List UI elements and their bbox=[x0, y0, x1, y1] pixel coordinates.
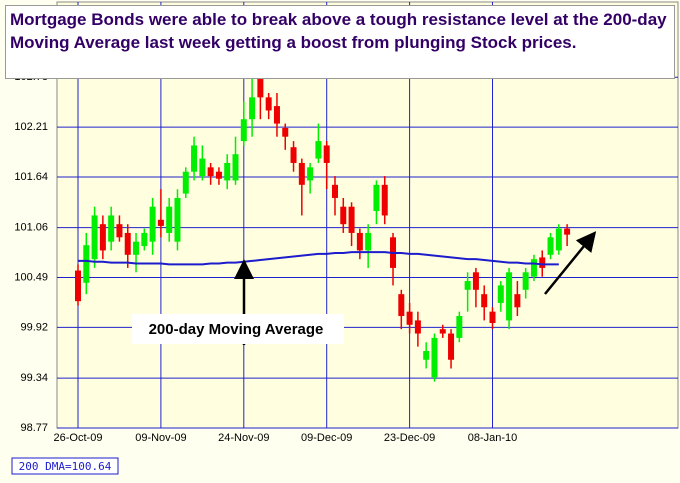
candle-body bbox=[365, 232, 372, 251]
candle-body bbox=[431, 337, 438, 378]
candle-body bbox=[331, 184, 338, 198]
candle-body bbox=[539, 257, 546, 268]
candle-body bbox=[464, 281, 471, 290]
candle-body bbox=[398, 294, 405, 317]
candle-body bbox=[506, 272, 513, 321]
candle-body bbox=[191, 145, 198, 172]
candle-body bbox=[530, 259, 537, 277]
candle-body bbox=[108, 215, 115, 242]
candle-body bbox=[522, 272, 529, 290]
candle-body bbox=[406, 311, 413, 325]
x-tick-label: 24-Nov-09 bbox=[218, 432, 269, 444]
candle-body bbox=[547, 237, 554, 255]
marks bbox=[75, 66, 571, 382]
candle-body bbox=[240, 119, 247, 142]
y-tick-label: 99.92 bbox=[20, 321, 48, 333]
candle-body bbox=[497, 285, 504, 303]
candle-body bbox=[124, 232, 131, 255]
candle-body bbox=[182, 171, 189, 194]
candle-body bbox=[75, 270, 81, 302]
candle-body bbox=[472, 272, 479, 290]
candle-body bbox=[174, 197, 181, 242]
candle-body bbox=[265, 97, 272, 111]
legend-entry: 200 DMA=100.64 bbox=[19, 460, 112, 473]
candle-body bbox=[116, 224, 123, 238]
candle-body bbox=[83, 245, 90, 283]
candle-body bbox=[249, 97, 256, 120]
candle-body bbox=[207, 167, 214, 177]
annotation-box bbox=[132, 314, 344, 344]
candle-body bbox=[133, 241, 140, 255]
x-tick-label: 23-Dec-09 bbox=[384, 432, 435, 444]
candle-body bbox=[157, 219, 164, 226]
candle-body bbox=[348, 206, 355, 233]
candle-body bbox=[298, 162, 305, 185]
arrow bbox=[544, 231, 597, 295]
candle-body bbox=[199, 158, 206, 177]
candle-body bbox=[564, 228, 571, 235]
candle-body bbox=[91, 215, 98, 260]
candle-body bbox=[215, 171, 222, 179]
candle-body bbox=[340, 206, 347, 225]
candle-body bbox=[149, 206, 156, 242]
y-tick-label: 100.49 bbox=[14, 271, 48, 283]
candle-body bbox=[448, 333, 455, 360]
candle-body bbox=[232, 154, 239, 181]
candle-body bbox=[257, 75, 264, 98]
x-tick-label: 08-Jan-10 bbox=[468, 432, 518, 444]
dma-line bbox=[78, 251, 559, 266]
candle-body bbox=[456, 316, 463, 338]
candle-body bbox=[423, 351, 430, 360]
legend-box bbox=[11, 457, 119, 475]
candle-body bbox=[356, 232, 363, 251]
candle-body bbox=[224, 162, 231, 181]
y-tick-label: 101.64 bbox=[14, 171, 48, 183]
candle-body bbox=[489, 311, 496, 324]
annotation: 200-day Moving Average bbox=[149, 321, 324, 338]
candle-body bbox=[273, 106, 280, 124]
candle-body bbox=[439, 329, 446, 334]
candle-body bbox=[166, 206, 173, 233]
x-tick-label: 09-Nov-09 bbox=[135, 432, 186, 444]
candle-body bbox=[99, 224, 106, 251]
y-tick-label: 99.34 bbox=[20, 372, 48, 384]
candle-body bbox=[514, 294, 521, 308]
candle-body bbox=[555, 228, 562, 251]
chart-title: Mortgage Bonds were able to break above … bbox=[5, 5, 675, 79]
candle-body bbox=[290, 147, 297, 163]
y-tick-label: 98.77 bbox=[20, 422, 48, 434]
candle-body bbox=[381, 184, 388, 216]
candle-body bbox=[307, 167, 314, 181]
y-tick-label: 102.21 bbox=[14, 121, 48, 133]
x-tick-label: 26-Oct-09 bbox=[54, 432, 103, 444]
y-tick-label: 101.06 bbox=[14, 222, 48, 234]
candle-body bbox=[141, 232, 148, 247]
candle-body bbox=[481, 294, 488, 308]
candle-body bbox=[315, 141, 322, 159]
candle-body bbox=[323, 145, 330, 163]
candle-body bbox=[282, 127, 289, 137]
candle-body bbox=[373, 184, 380, 212]
candle-body bbox=[414, 320, 421, 334]
x-tick-label: 09-Dec-09 bbox=[301, 432, 352, 444]
